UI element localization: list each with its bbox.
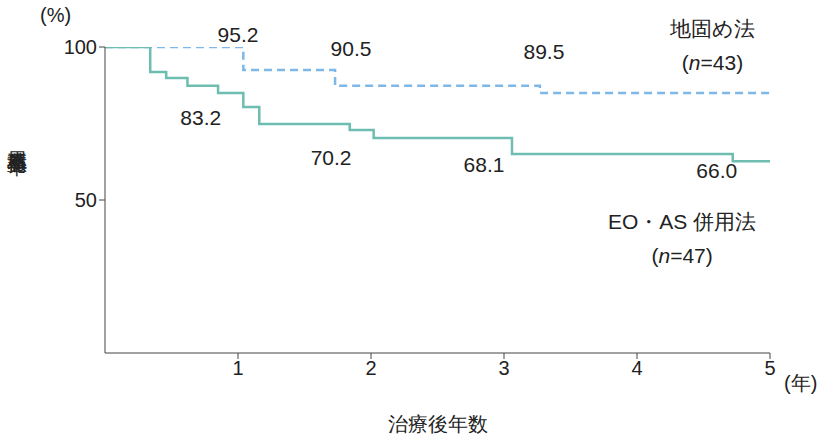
svg-text:68.1: 68.1 — [464, 153, 505, 176]
svg-text:5: 5 — [764, 357, 775, 379]
svg-text:3: 3 — [498, 357, 509, 379]
html-text:(n =47): (n =47) — [651, 244, 713, 267]
svg-text:1: 1 — [232, 357, 243, 379]
svg-text:83.2: 83.2 — [180, 106, 221, 129]
html-text:(年): (年) — [784, 372, 818, 394]
html-text:EO・AS 併用法: EO・AS 併用法 — [608, 210, 757, 233]
svg-text:50: 50 — [75, 189, 97, 211]
svg-text:2: 2 — [365, 357, 376, 379]
html-text:累積非再発率: 累積非再発率 — [6, 135, 28, 141]
html-text:地固め法: 地固め法 — [670, 17, 755, 40]
svg-text:66.0: 66.0 — [696, 159, 737, 182]
svg-text:90.5: 90.5 — [331, 37, 372, 60]
svg-text:89.5: 89.5 — [523, 40, 564, 63]
html-text:(n =43): (n =43) — [681, 51, 744, 74]
svg-text:95.2: 95.2 — [218, 23, 259, 46]
svg-text:100: 100 — [64, 36, 97, 58]
svg-text:治療後年数: 治療後年数 — [388, 413, 488, 435]
svg-text:70.2: 70.2 — [311, 146, 352, 169]
svg-text:4: 4 — [631, 357, 642, 379]
